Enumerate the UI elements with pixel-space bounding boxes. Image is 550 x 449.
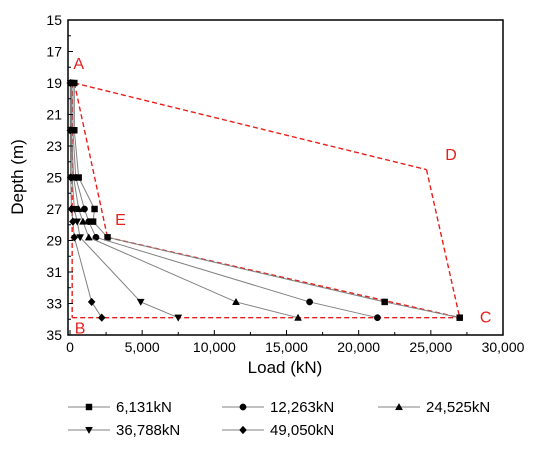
series-lines bbox=[66, 78, 463, 322]
y-tick-label: 27 bbox=[46, 201, 62, 217]
legend-label: 49,050kN bbox=[270, 422, 334, 439]
y-tick-label: 29 bbox=[46, 233, 62, 249]
legend-label: 36,788kN bbox=[116, 422, 180, 439]
x-tick-label: 5,000 bbox=[125, 339, 160, 355]
y-tick-label: 35 bbox=[46, 327, 62, 343]
legend-item-5: 49,050kN bbox=[222, 422, 334, 439]
diamond-marker bbox=[97, 313, 106, 322]
triangle-down-marker bbox=[76, 234, 85, 242]
plot-frame bbox=[67, 19, 504, 336]
region-label-b: B bbox=[75, 320, 86, 337]
y-tick-label: 33 bbox=[46, 296, 62, 312]
y-tick-label: 25 bbox=[46, 170, 62, 186]
square-marker bbox=[104, 234, 111, 241]
circle-marker bbox=[85, 218, 93, 226]
envelope-segment-AE bbox=[73, 82, 109, 238]
series-4 bbox=[66, 79, 183, 322]
triangle-up-marker bbox=[395, 402, 403, 411]
circle-marker bbox=[374, 314, 381, 322]
circle-marker bbox=[81, 205, 88, 213]
series-line bbox=[69, 83, 103, 318]
envelope-segment-DC bbox=[425, 169, 461, 318]
x-tick-label: 10,000 bbox=[193, 339, 236, 355]
region-label-c: C bbox=[480, 309, 492, 326]
series-1 bbox=[71, 79, 463, 321]
legend-label: 6,131kN bbox=[116, 399, 172, 416]
y-tick-label: 19 bbox=[46, 75, 62, 91]
envelope-lines bbox=[71, 82, 461, 319]
x-tick-label: 15,000 bbox=[265, 339, 308, 355]
series-line bbox=[72, 83, 378, 319]
envelope-segment-AD bbox=[74, 82, 427, 171]
legend-item-3: 24,525kN bbox=[378, 399, 490, 416]
legend-label: 24,525kN bbox=[426, 399, 490, 416]
x-tick-label: 0 bbox=[66, 339, 74, 355]
triangle-up-marker bbox=[79, 217, 87, 225]
series-2 bbox=[69, 79, 381, 322]
y-tick-label: 17 bbox=[46, 44, 62, 60]
circle-marker bbox=[239, 403, 247, 411]
legend-label: 12,263kN bbox=[270, 399, 334, 416]
legend-item-2: 12,263kN bbox=[222, 399, 334, 416]
diamond-marker bbox=[239, 425, 247, 435]
x-tick-label: 30,000 bbox=[482, 339, 525, 355]
square-marker bbox=[381, 298, 388, 306]
region-label-d: D bbox=[445, 147, 457, 164]
square-marker bbox=[85, 403, 93, 411]
triangle-down-marker bbox=[85, 426, 93, 435]
x-axis-title: Load (kN) bbox=[248, 358, 323, 377]
y-tick-label: 23 bbox=[46, 138, 62, 154]
triangle-up-marker bbox=[84, 233, 93, 241]
square-marker bbox=[91, 205, 98, 213]
triangle-up-marker bbox=[232, 297, 240, 305]
legend: 6,131kN 12,263kN 24,525kN 36,788kN 49,050kN bbox=[68, 399, 490, 439]
triangle-down-marker bbox=[174, 314, 183, 322]
diamond-marker bbox=[87, 297, 96, 307]
circle-marker bbox=[306, 298, 313, 306]
y-tick-label: 15 bbox=[46, 12, 62, 28]
y-tick-label: 21 bbox=[46, 107, 62, 123]
square-marker bbox=[456, 314, 463, 321]
triangle-up-marker bbox=[294, 313, 302, 321]
series-line bbox=[70, 83, 299, 319]
x-tick-label: 25,000 bbox=[409, 339, 452, 355]
legend-item-4: 36,788kN bbox=[68, 422, 180, 439]
y-axis-title: Depth (m) bbox=[8, 139, 27, 215]
diamond-marker bbox=[69, 217, 77, 226]
region-label-a: A bbox=[73, 56, 84, 73]
legend-item-1: 6,131kN bbox=[68, 399, 172, 416]
triangle-up-marker bbox=[74, 204, 83, 213]
diamond-marker bbox=[70, 233, 79, 242]
series-3 bbox=[67, 78, 302, 321]
y-tick-label: 31 bbox=[46, 264, 62, 280]
x-tick-label: 20,000 bbox=[337, 339, 380, 355]
series-line bbox=[70, 83, 179, 319]
triangle-down-marker bbox=[136, 298, 145, 306]
series-line bbox=[73, 83, 460, 319]
region-label-e: E bbox=[115, 212, 126, 229]
